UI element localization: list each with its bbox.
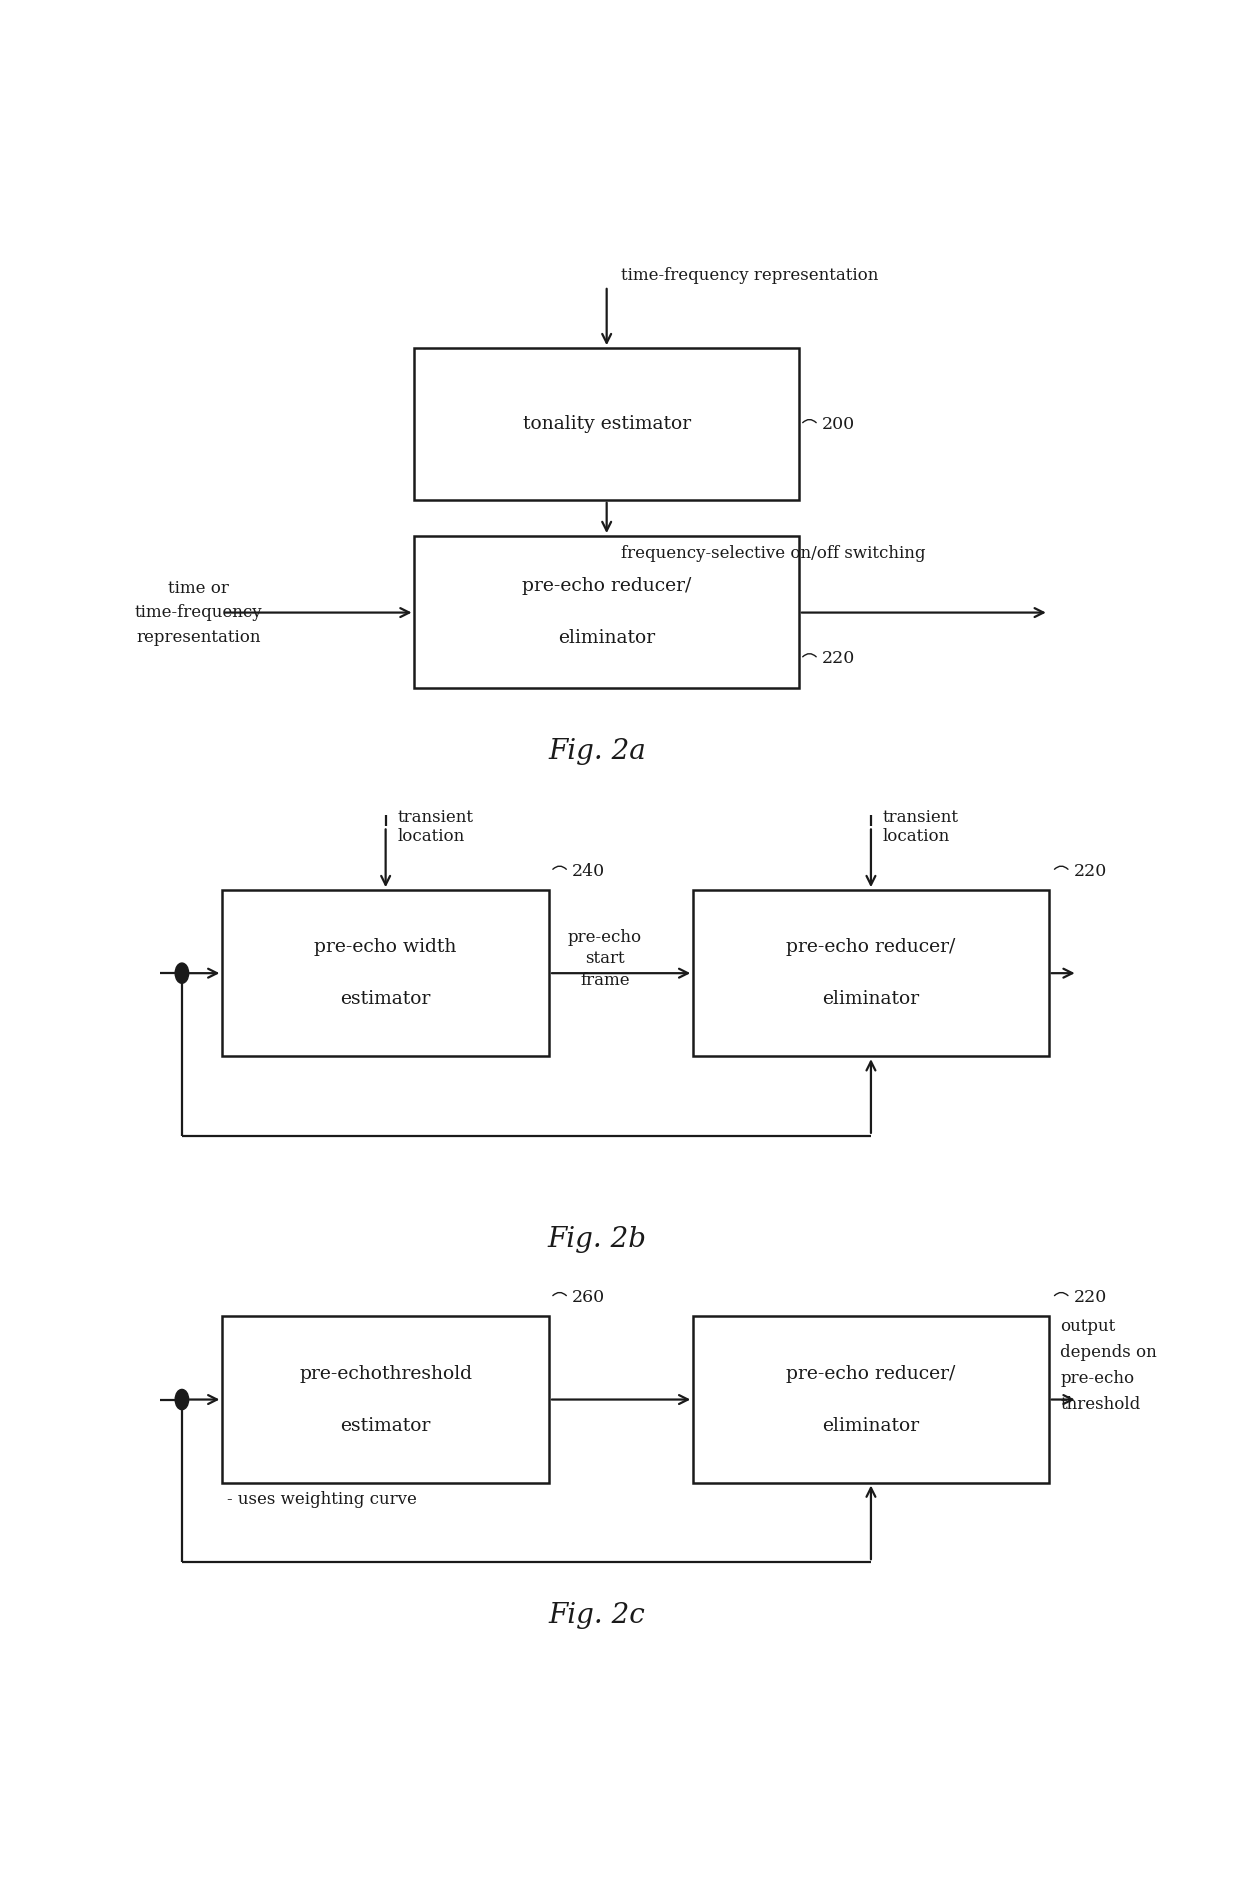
Text: time-frequency: time-frequency [134, 604, 262, 621]
Circle shape [175, 963, 188, 984]
Text: 200: 200 [822, 417, 856, 434]
Bar [222, 890, 549, 1057]
Bar [693, 1316, 1049, 1483]
Text: - uses weighting curve: - uses weighting curve [227, 1492, 417, 1509]
Text: 220: 220 [1074, 863, 1107, 880]
Text: eliminator: eliminator [822, 991, 920, 1008]
Text: estimator: estimator [341, 991, 430, 1008]
Text: depends on: depends on [1060, 1344, 1157, 1361]
Bar [414, 347, 799, 499]
Text: location: location [883, 828, 950, 845]
Text: pre-echo: pre-echo [568, 929, 642, 946]
Text: 220: 220 [1074, 1289, 1107, 1306]
Text: 220: 220 [822, 649, 856, 668]
Text: location: location [397, 828, 465, 845]
Text: Fig. 2a: Fig. 2a [548, 738, 646, 764]
Text: tonality estimator: tonality estimator [522, 415, 691, 434]
Text: pre-echo reducer/: pre-echo reducer/ [522, 576, 692, 595]
Text: Fig. 2b: Fig. 2b [548, 1226, 646, 1254]
Text: eliminator: eliminator [558, 629, 655, 648]
Bar [222, 1316, 549, 1483]
Text: representation: representation [136, 629, 260, 646]
Text: Fig. 2c: Fig. 2c [548, 1603, 646, 1629]
Text: pre-echo reducer/: pre-echo reducer/ [786, 1365, 956, 1383]
Text: time or: time or [167, 580, 228, 597]
Bar [414, 537, 799, 687]
Circle shape [175, 1389, 188, 1410]
Text: eliminator: eliminator [822, 1417, 920, 1434]
Text: output: output [1060, 1318, 1116, 1335]
Text: pre-echothreshold: pre-echothreshold [299, 1365, 472, 1383]
Text: transient: transient [397, 809, 474, 826]
Text: 240: 240 [572, 863, 605, 880]
Text: estimator: estimator [341, 1417, 430, 1434]
Text: time-frequency representation: time-frequency representation [621, 267, 878, 283]
Text: transient: transient [883, 809, 959, 826]
Text: threshold: threshold [1060, 1396, 1141, 1413]
Text: frame: frame [580, 972, 630, 989]
Text: pre-echo: pre-echo [1060, 1370, 1135, 1387]
Text: 260: 260 [572, 1289, 605, 1306]
Text: frequency-selective on/off switching: frequency-selective on/off switching [621, 544, 925, 561]
Text: start: start [585, 950, 625, 967]
Text: pre-echo reducer/: pre-echo reducer/ [786, 938, 956, 955]
Text: pre-echo width: pre-echo width [315, 938, 456, 955]
Bar [693, 890, 1049, 1057]
